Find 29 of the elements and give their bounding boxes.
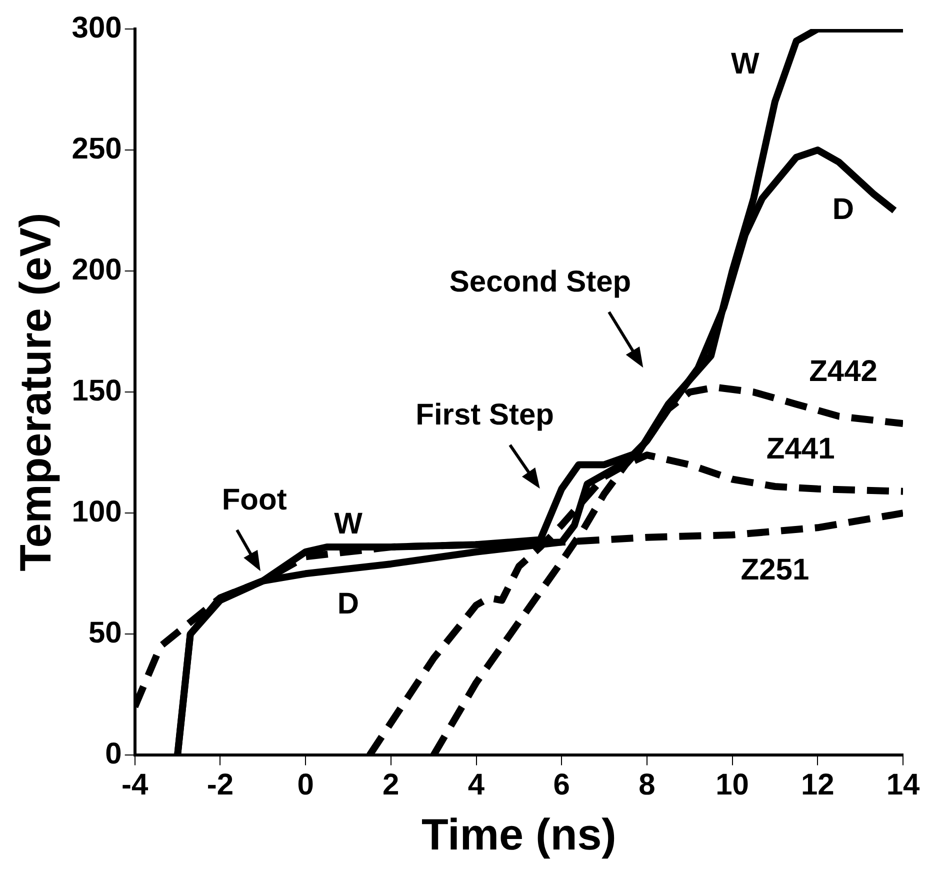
- y-tick-label: 200: [72, 253, 122, 286]
- series-label: Z442: [809, 355, 878, 388]
- y-tick-label: 0: [105, 737, 122, 770]
- x-tick-label: 8: [638, 768, 656, 802]
- text: W: [730, 48, 760, 81]
- series-label: D: [832, 192, 854, 226]
- x-tick-label: -2: [206, 768, 234, 802]
- x-tick-label: 0: [297, 768, 314, 802]
- y-axis-title: Temperature (eV): [12, 212, 61, 572]
- series-label: Z441: [766, 432, 835, 466]
- series-label: W: [334, 508, 364, 540]
- y-tick-label: 300: [72, 11, 122, 44]
- x-tick-label: 10: [716, 768, 749, 802]
- y-tick-label: 150: [72, 374, 122, 408]
- x-tick-label: 4: [468, 768, 485, 802]
- x-tick-label: 2: [382, 768, 400, 802]
- y-tick-label: 250: [72, 132, 122, 166]
- x-axis-title: Time (ns): [422, 810, 616, 860]
- text: D: [337, 587, 360, 620]
- annotation: Foot: [222, 483, 287, 516]
- annotation: First Step: [416, 398, 554, 432]
- x-tick-label: -4: [122, 768, 148, 802]
- x-tick-label: 12: [800, 768, 834, 802]
- annotation: Second Step: [449, 265, 632, 298]
- y-tick-label: 100: [72, 495, 122, 528]
- x-tick-label: 14: [886, 768, 920, 802]
- x-tick-label: 6: [553, 768, 570, 802]
- y-tick-label: 50: [88, 616, 122, 650]
- series-label: Z251: [740, 553, 810, 586]
